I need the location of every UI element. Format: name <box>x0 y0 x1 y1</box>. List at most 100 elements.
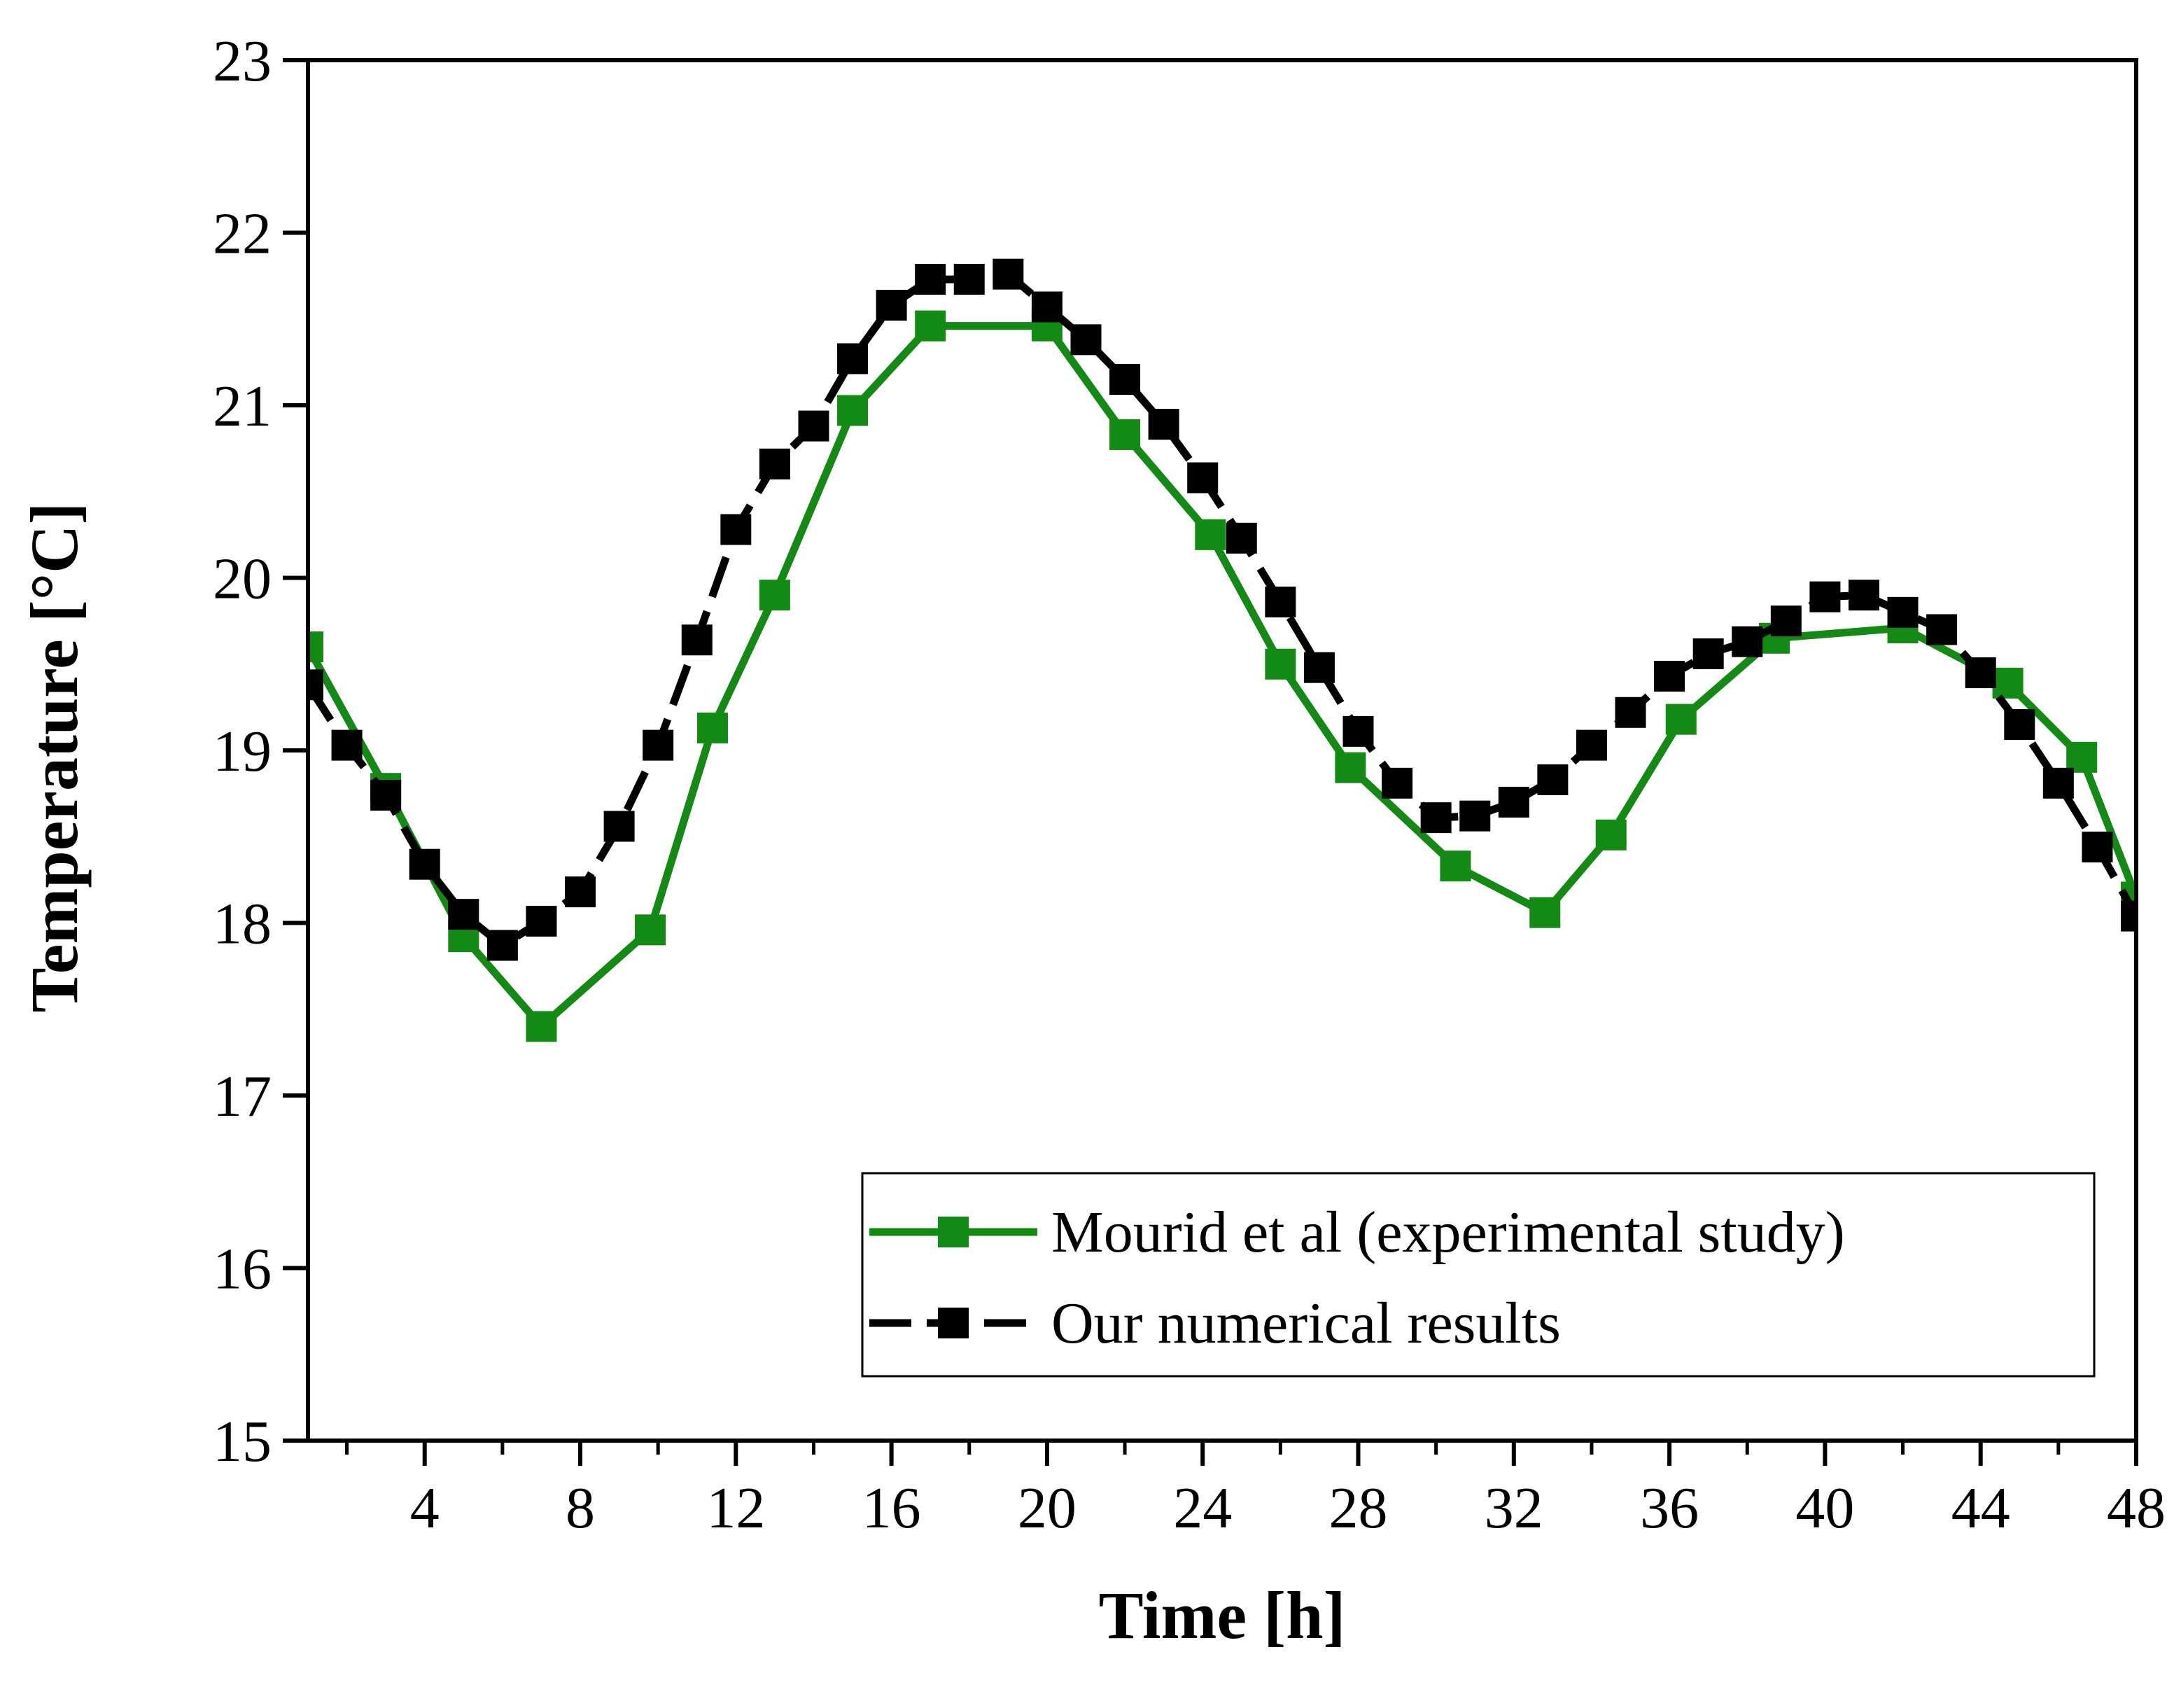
data-point <box>635 914 666 946</box>
legend: Mourid et al (experimental study) Our num… <box>861 1172 2096 1378</box>
data-point <box>643 729 674 761</box>
data-point <box>1382 767 1413 799</box>
data-point <box>696 712 728 743</box>
x-tick-label: 48 <box>2107 1476 2166 1541</box>
data-point <box>953 264 985 295</box>
y-tick-label: 20 <box>213 547 272 612</box>
y-tick-label: 18 <box>213 892 272 957</box>
data-point <box>1226 522 1257 554</box>
y-tick-label: 23 <box>213 29 272 94</box>
data-point <box>1109 419 1141 450</box>
series-layer <box>308 258 2136 1042</box>
series-line <box>308 322 2136 1030</box>
data-point <box>915 264 946 295</box>
data-point <box>1665 704 1697 735</box>
y-tick-label: 15 <box>213 1409 272 1474</box>
data-point <box>1965 657 1996 689</box>
data-point <box>876 290 907 321</box>
data-point <box>1887 596 1919 628</box>
data-point <box>308 669 323 701</box>
data-point <box>1926 614 1958 645</box>
data-point <box>1809 581 1841 612</box>
data-point <box>565 876 596 908</box>
x-tick-label: 12 <box>706 1476 765 1541</box>
data-point <box>1303 652 1335 683</box>
y-tick-label: 22 <box>213 202 272 267</box>
data-point <box>526 1011 557 1042</box>
data-point <box>759 580 790 611</box>
data-point <box>837 395 869 426</box>
x-tick-label: 40 <box>1795 1476 1854 1541</box>
legend-entry: Our numerical results <box>869 1291 1561 1356</box>
legend-entry: Mourid et al (experimental study) <box>869 1200 1845 1265</box>
data-point <box>1615 696 1646 728</box>
legend-marker <box>938 1308 969 1338</box>
data-point <box>1335 752 1366 783</box>
data-point <box>1770 606 1802 637</box>
legend-marker <box>938 1217 969 1247</box>
x-tick-label: 36 <box>1640 1476 1699 1541</box>
data-point <box>448 899 479 930</box>
data-point <box>759 448 790 479</box>
data-point <box>1595 819 1627 850</box>
legend-label: Mourid et al (experimental study) <box>1051 1200 1845 1265</box>
data-point <box>2082 832 2113 863</box>
data-point <box>486 930 518 961</box>
data-point <box>1992 667 2024 699</box>
data-point <box>1187 462 1219 493</box>
data-point <box>1440 850 1471 882</box>
data-point <box>1070 324 1102 356</box>
data-point <box>1692 638 1724 669</box>
data-point <box>370 780 402 811</box>
legend-label: Our numerical results <box>1051 1291 1561 1356</box>
data-point <box>837 343 869 374</box>
data-point <box>1148 409 1179 440</box>
data-point <box>331 729 363 761</box>
data-point <box>1195 519 1226 550</box>
data-point <box>681 624 713 656</box>
data-point <box>798 410 829 442</box>
legend-box <box>861 1172 2096 1378</box>
x-axis-title: Time [h] <box>1099 1578 1346 1653</box>
x-tick-label: 20 <box>1018 1476 1077 1541</box>
x-tick-label: 28 <box>1329 1476 1388 1541</box>
data-point <box>308 631 323 663</box>
data-point <box>993 258 1024 290</box>
x-tick-label: 44 <box>1951 1476 2010 1541</box>
y-tick-label: 19 <box>213 719 272 784</box>
data-point <box>1537 764 1569 795</box>
data-point <box>720 514 752 545</box>
series-2 <box>308 258 2136 961</box>
x-tick-label: 16 <box>862 1476 921 1541</box>
y-tick-label: 21 <box>213 374 272 439</box>
data-point <box>1342 715 1374 747</box>
x-tick-label: 24 <box>1173 1476 1232 1541</box>
data-point <box>1498 786 1529 818</box>
data-point <box>2042 767 2074 799</box>
data-point <box>1529 897 1561 928</box>
x-tick-label: 32 <box>1485 1476 1543 1541</box>
data-point <box>409 848 440 880</box>
data-point <box>526 906 557 937</box>
data-point <box>603 811 635 842</box>
x-tick-label: 4 <box>410 1476 440 1541</box>
data-point <box>1265 587 1296 618</box>
data-point <box>915 310 946 342</box>
data-point <box>1459 800 1491 832</box>
data-point <box>1420 802 1452 834</box>
data-point <box>2066 741 2098 773</box>
x-tick-label: 8 <box>566 1476 595 1541</box>
data-point <box>1732 626 1763 657</box>
data-point <box>2121 900 2136 932</box>
series-1 <box>308 310 2136 1042</box>
data-point <box>1031 291 1063 323</box>
data-point <box>1265 648 1296 680</box>
data-point <box>1576 729 1607 761</box>
y-tick-label: 16 <box>213 1237 272 1302</box>
y-tick-label: 17 <box>213 1064 272 1129</box>
data-point <box>1109 364 1141 396</box>
data-point <box>2004 709 2035 741</box>
data-point <box>1654 661 1685 692</box>
